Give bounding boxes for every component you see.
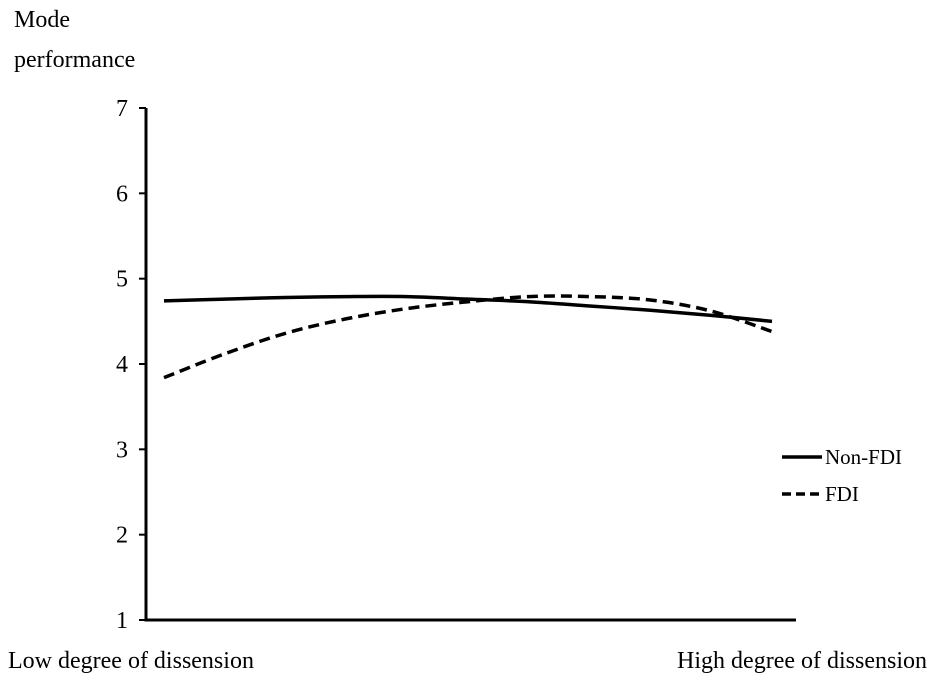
series-line-non-fdi: [163, 294, 773, 324]
legend-label-non-fdi: Non-FDI: [825, 445, 902, 469]
y-axis-title-line-2: performance: [14, 47, 135, 73]
y-tick-label: 4: [116, 352, 128, 378]
y-axis-ticks: 1 2 3 4 5 6 7: [116, 96, 146, 634]
y-tick-label: 6: [116, 181, 128, 207]
y-tick-label: 5: [116, 267, 128, 293]
y-tick-label: 2: [116, 523, 128, 549]
y-tick-label: 3: [116, 437, 128, 463]
series-lines: [163, 294, 773, 380]
y-tick-label: 7: [116, 96, 128, 122]
legend: Non-FDI FDI: [782, 445, 902, 506]
x-axis-low-label: Low degree of dissension: [8, 648, 254, 674]
y-axis-title-line-1: Mode: [14, 7, 70, 33]
legend-label-fdi: FDI: [825, 482, 859, 506]
y-tick-label: 1: [116, 608, 128, 634]
x-axis-high-label: High degree of dissension: [677, 648, 927, 674]
y-axis-title: Mode performance: [14, 7, 135, 73]
series-line-fdi: [163, 294, 773, 380]
